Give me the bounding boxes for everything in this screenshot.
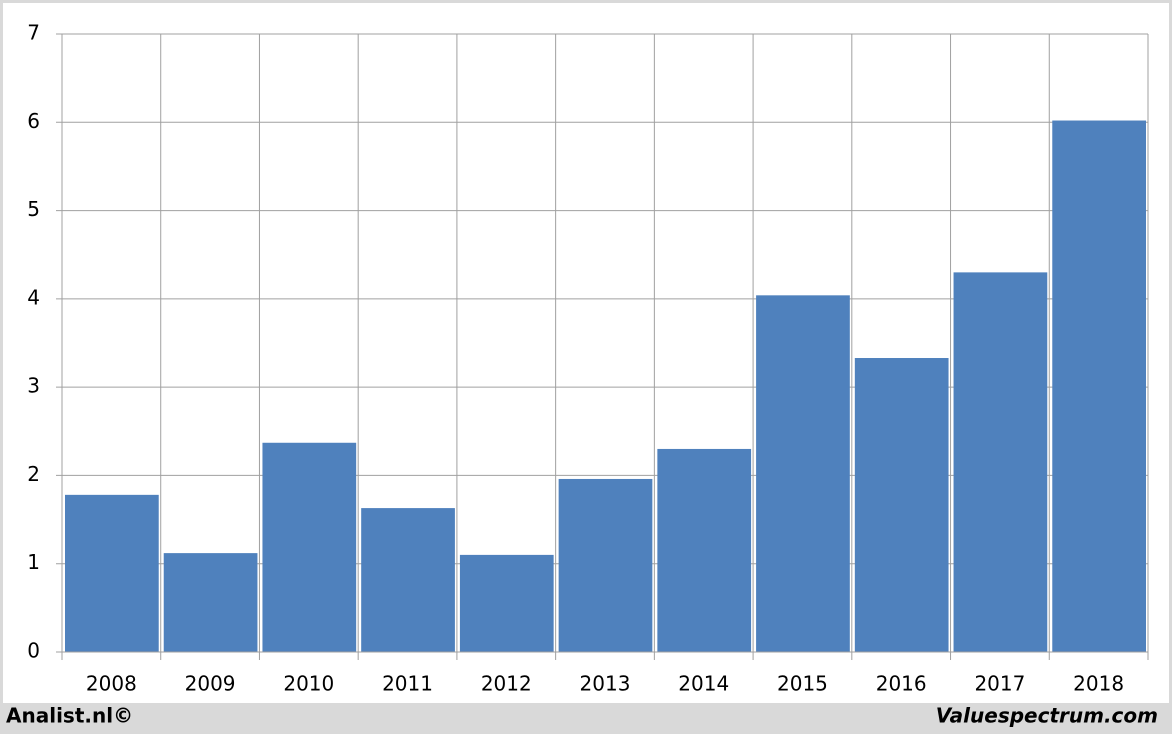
- y-tick-label: 5: [27, 197, 40, 221]
- y-tick-label: 4: [27, 285, 40, 309]
- bar: [657, 448, 752, 652]
- x-tick-label: 2014: [678, 672, 729, 696]
- x-tick-label: 2016: [876, 672, 927, 696]
- x-tick-label: 2018: [1073, 672, 1124, 696]
- bar: [756, 295, 850, 652]
- y-tick-label: 7: [27, 21, 40, 45]
- x-tick-label: 2008: [86, 672, 137, 696]
- y-tick-label: 6: [27, 109, 40, 133]
- y-tick-label: 1: [27, 550, 40, 574]
- x-tick-label: 2009: [185, 672, 236, 696]
- x-tick-label: 2013: [580, 672, 631, 696]
- x-tick-label: 2015: [777, 672, 828, 696]
- bar: [1052, 120, 1146, 652]
- bar: [163, 553, 258, 652]
- footer-left: Analist.nl©: [6, 704, 133, 728]
- bar: [854, 358, 949, 652]
- x-tick-label: 2017: [974, 672, 1025, 696]
- x-tick-label: 2012: [481, 672, 532, 696]
- x-tick-label: 2011: [382, 672, 433, 696]
- y-tick-label: 3: [27, 374, 40, 398]
- bar: [65, 494, 159, 652]
- bar: [558, 478, 653, 652]
- x-tick-label: 2010: [283, 672, 334, 696]
- footer-right: Valuespectrum.com: [936, 704, 1158, 728]
- bar: [361, 508, 455, 652]
- y-tick-label: 2: [27, 462, 40, 486]
- bar: [459, 554, 554, 652]
- bar: [262, 442, 357, 652]
- bar: [953, 272, 1048, 652]
- y-tick-label: 0: [27, 639, 40, 663]
